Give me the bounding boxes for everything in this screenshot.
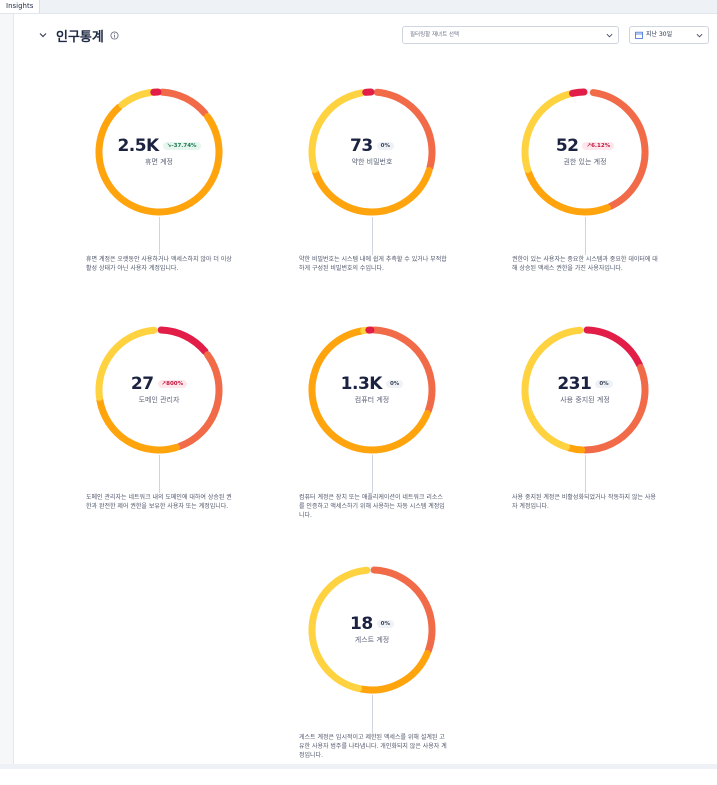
metric-card-disabled-accounts[interactable]: 231 0% 사용 중지된 계정 사용 중지된 계정은 비활성화되었거나 작동하… [520, 325, 717, 545]
metric-label: 휴면 계정 [94, 157, 224, 167]
ring-segment [529, 173, 608, 212]
metric-card-privileged-accounts[interactable]: 52 ↗ 6.12% 권한 있는 계정 권한이 있는 사용자는 중요한 시스템과… [520, 87, 717, 307]
donut-chart: 52 ↗ 6.12% 권한 있는 계정 [520, 87, 650, 217]
trend-badge-text: 800% [166, 381, 183, 387]
metric-label: 컴퓨터 계정 [307, 395, 437, 405]
connector-line [159, 455, 160, 493]
donut-chart: 2.5K ↘ -37.74% 휴면 계정 [94, 87, 224, 217]
connector-line [372, 455, 373, 493]
ring-segment [362, 653, 428, 690]
donut-chart: 231 0% 사용 중지된 계정 [520, 325, 650, 455]
connector-line [372, 695, 373, 733]
trend-badge: 0% [377, 620, 394, 628]
metric-value: 52 [556, 136, 579, 156]
chevron-down-icon [606, 32, 613, 39]
trend-badge-text: -37.74% [171, 143, 196, 149]
metric-value: 18 [350, 614, 373, 634]
tab-insights[interactable]: Insights [0, 0, 40, 13]
period-select[interactable]: 지난 30일 [629, 26, 709, 44]
connector-line [159, 217, 160, 255]
metric-description: 사용 중지된 계정은 비활성화되었거나 작동하지 않는 사용자 계정입니다. [512, 493, 660, 511]
trend-badge: ↗ 800% [158, 380, 188, 388]
metric-card-domain-admins[interactable]: 27 ↗ 800% 도메인 관리자 도메인 관리자는 네트워크 내의 도메인에 … [94, 325, 294, 545]
ring-segment [587, 330, 639, 365]
metric-label: 권한 있는 계정 [520, 157, 650, 167]
donut-chart: 73 0% 약한 비밀번호 [307, 87, 437, 217]
metric-value: 2.5K [117, 136, 158, 156]
metric-label: 게스트 계정 [307, 635, 437, 645]
report-filter-placeholder: 필터링할 재녀트 선택 [410, 27, 459, 43]
metric-label: 사용 중지된 계정 [520, 395, 650, 405]
metric-value: 27 [131, 374, 154, 394]
metric-description: 컴퓨터 계정은 장치 또는 애플리케이션이 네트워크 리소스를 인증하고 액세스… [299, 493, 447, 520]
metric-description: 휴면 계정은 오랫동안 사용하거나 액세스하지 않아 더 이상 활성 상태가 아… [86, 255, 234, 273]
connector-line [372, 217, 373, 255]
connector-line [585, 217, 586, 255]
metric-description: 게스트 계정은 임시적이고 제한된 액세스를 위해 설계된 고유한 사용자 범주… [299, 733, 447, 760]
metric-card-guest-accounts[interactable]: 18 0% 게스트 계정 게스트 계정은 임시적이고 제한된 액세스를 위해 설… [307, 565, 507, 785]
trend-badge: 0% [595, 380, 612, 388]
metric-card-weak-passwords[interactable]: 73 0% 약한 비밀번호 약한 비밀번호는 시스템 내에 쉽게 추측할 수 있… [307, 87, 507, 307]
metric-card-dormant-accounts[interactable]: 2.5K ↘ -37.74% 휴면 계정 휴면 계정은 오랫동안 사용하거나 액… [94, 87, 294, 307]
trend-badge: ↘ -37.74% [163, 142, 201, 150]
trend-badge: ↗ 6.12% [582, 142, 614, 150]
metric-label: 약한 비밀번호 [307, 157, 437, 167]
donut-chart: 1.3K 0% 컴퓨터 계정 [307, 325, 437, 455]
connector-line [585, 455, 586, 493]
left-gutter [0, 14, 14, 769]
metric-description: 약한 비밀번호는 시스템 내에 쉽게 추측할 수 있거나 부적합하게 구성된 비… [299, 255, 447, 273]
chevron-down-icon [696, 32, 703, 39]
ring-segment [161, 330, 205, 351]
section-header: 인구통계 [38, 26, 119, 44]
donut-chart: 18 0% 게스트 계정 [307, 565, 437, 695]
trend-badge: 0% [386, 380, 403, 388]
ring-segment [569, 448, 581, 450]
metric-value: 231 [557, 374, 591, 394]
metric-description: 권한이 있는 사용자는 중요한 시스템과 중요한 데이터에 대해 상승된 액세스… [512, 255, 660, 273]
metric-card-computer-accounts[interactable]: 1.3K 0% 컴퓨터 계정 컴퓨터 계정은 장치 또는 애플리케이션이 네트워… [307, 325, 507, 545]
trend-badge-text: 6.12% [591, 143, 610, 149]
metric-description: 도메인 관리자는 네트워크 내의 도메인에 대하여 상승된 권한과 완전한 제어… [86, 493, 234, 511]
report-filter-select[interactable]: 필터링할 재녀트 선택 [402, 26, 619, 44]
metric-label: 도메인 관리자 [94, 395, 224, 405]
calendar-icon [635, 31, 643, 39]
tab-bar: Insights [0, 0, 717, 14]
ring-segment [100, 400, 177, 450]
ring-segment [316, 171, 429, 212]
ring-segment [162, 92, 205, 113]
metric-value: 73 [350, 136, 373, 156]
trend-badge: 0% [377, 142, 394, 150]
section-title: 인구통계 [56, 26, 104, 45]
chevron-down-icon[interactable] [38, 30, 48, 40]
metric-value: 1.3K [341, 374, 382, 394]
info-icon[interactable] [110, 31, 119, 40]
donut-chart: 27 ↗ 800% 도메인 관리자 [94, 325, 224, 455]
ring-segment [573, 92, 584, 93]
period-label: 지난 30일 [646, 27, 672, 43]
